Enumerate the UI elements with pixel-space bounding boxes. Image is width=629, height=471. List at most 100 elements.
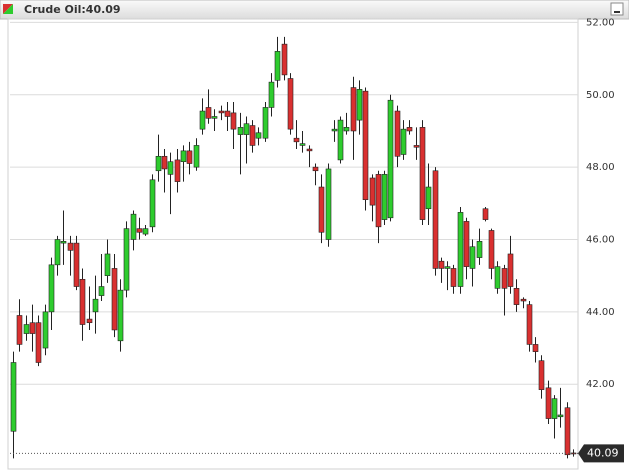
candle-body [149,179,156,228]
candle-body [92,298,99,313]
chart-title: Crude Oil:40.09 [24,3,121,16]
candle-body [180,150,187,163]
y-tick-label: 46.00 [586,235,615,246]
candle-body [532,344,539,352]
candle-body [79,278,86,325]
candle-body [287,78,294,130]
candle-body [545,387,552,419]
candle-body [325,168,332,240]
candle-body [174,159,181,182]
candle-body [507,253,514,287]
candle-body [450,268,457,287]
candle-body [42,311,49,349]
candle-body [117,289,124,342]
candle-body [67,242,74,251]
minimize-button[interactable] [610,2,624,16]
candle-body [193,145,200,168]
candle-body [274,51,281,81]
candle-body [123,228,130,291]
candle-body [343,127,350,132]
candle-body [419,127,426,220]
y-tick-label: 50.00 [586,90,615,101]
candle-body [482,208,489,220]
candle-body [557,414,564,418]
candle-body [130,213,137,240]
candle-body [155,155,162,172]
candle-body [142,228,149,235]
candle-body [29,322,36,334]
plot-frame [7,18,579,470]
icon [3,4,13,14]
candle-body [413,145,420,148]
candle-body [394,110,401,157]
candle-body [438,260,445,269]
candle-body [400,128,407,155]
last-price-label: 40.09 [587,446,619,459]
candle-body [469,246,476,269]
candle-body [526,304,533,345]
candle-body [249,125,256,146]
candle-body [551,398,558,419]
candle-body [136,228,143,233]
candle-body [299,143,306,146]
candle-body [54,239,61,266]
candle-body [281,43,288,76]
candle-body [306,148,313,152]
candle-body [444,266,451,269]
candle-body [161,155,168,170]
candle-body [23,324,30,334]
candle-body [224,110,231,117]
candle-body [218,110,225,114]
candle-body [432,170,439,269]
candle-body [564,407,571,456]
candle-body [362,90,369,201]
candle-body [10,362,17,432]
candle-body [463,221,470,267]
candle-body [513,288,520,305]
candle-body [111,268,118,331]
candle-body [356,89,363,121]
candle-body [230,112,237,130]
last-price-tag [578,444,624,463]
candle-body [255,132,262,139]
y-tick-label: 42.00 [586,379,615,390]
candle-body [60,241,67,244]
candle-body [425,186,432,210]
candle-body [387,99,394,219]
candle-body [237,127,244,135]
candle-body [538,360,545,390]
candle-body [331,128,338,132]
candle-body [205,107,212,119]
candle-body [457,212,464,287]
candle-body [520,298,527,302]
candle-body [262,107,269,139]
candle-body [35,322,42,363]
candle-body [86,318,93,324]
candle-body [337,119,344,161]
candle-body [350,87,357,132]
candle-body [98,286,105,296]
candle-body [293,137,300,143]
candle-body [381,174,388,220]
candle-body [199,110,206,130]
candle-body [488,230,495,269]
candle-body [186,150,193,164]
candle-body [406,127,413,132]
candle-body [243,123,250,135]
candle-body [167,161,174,175]
candle-body [73,242,80,287]
candle-body [369,177,376,206]
candle-body [501,268,508,289]
candle-body [48,264,55,313]
y-tick-label: 48.00 [586,162,615,173]
candle-body [211,116,218,119]
candle-body [318,186,325,233]
candle-body [375,174,382,228]
y-tick-label: 52.00 [586,17,615,28]
candle-body [312,166,319,172]
candle-body [494,266,501,289]
candle-body [16,315,23,345]
candle-body [268,81,275,108]
